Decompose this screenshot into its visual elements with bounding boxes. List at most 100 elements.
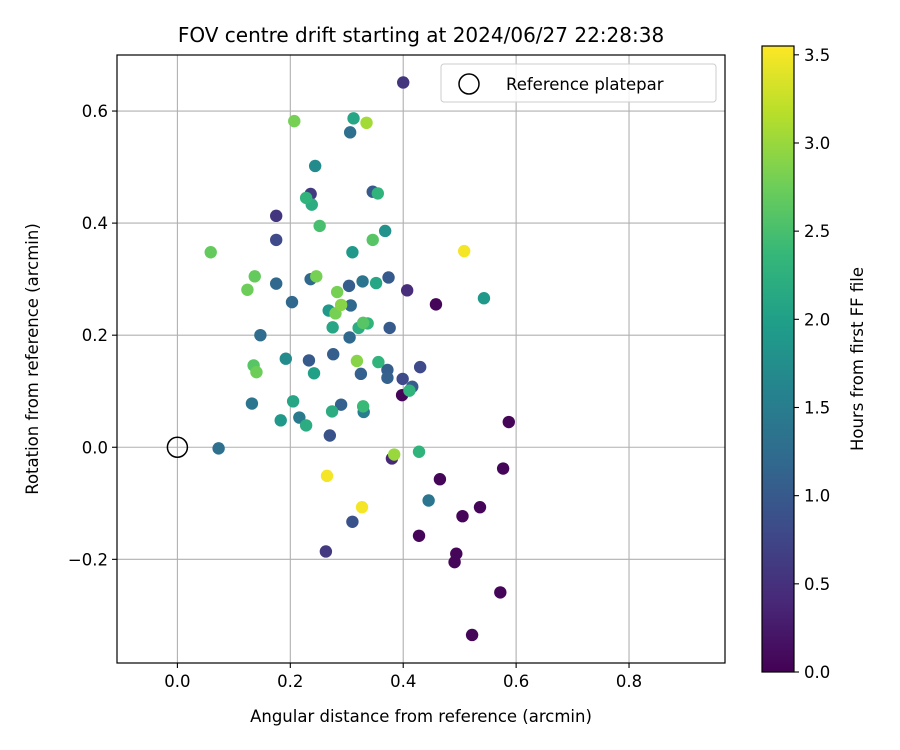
data-point (496, 462, 510, 475)
data-point (429, 298, 443, 311)
y-tick-label: −0.2 (68, 550, 108, 569)
data-point (212, 442, 225, 455)
colorbar-tick-label: 0.0 (804, 663, 830, 682)
data-point (250, 365, 263, 379)
data-point (457, 244, 471, 258)
colorbar-tick-label: 3.5 (804, 46, 830, 65)
data-point (285, 295, 299, 309)
colorbar-tick-label: 3.0 (804, 134, 830, 153)
data-point (473, 501, 487, 514)
data-point (279, 352, 292, 365)
data-point (403, 384, 416, 397)
data-point (288, 114, 301, 128)
plot-frame (116, 54, 726, 664)
data-point (356, 400, 370, 413)
data-point (310, 270, 323, 283)
data-point (327, 348, 340, 361)
legend-label: Reference platepar (506, 75, 664, 94)
x-tick-label: 0.2 (277, 672, 303, 691)
data-point (320, 469, 334, 483)
data-point (308, 159, 322, 173)
y-axis-ticks: −0.2 0.0 0.2 0.4 0.6 (68, 102, 117, 569)
colorbar-ticks: 0.0 0.5 1.0 1.5 2.0 2.5 3.0 3.5 (794, 46, 830, 682)
data-point (319, 545, 333, 558)
y-tick-label: 0.2 (82, 326, 108, 345)
data-point (269, 209, 283, 223)
data-point (330, 285, 344, 299)
data-point (350, 354, 364, 368)
x-axis-ticks: 0.0 0.2 0.4 0.6 0.8 (164, 663, 642, 691)
colorbar-tick-label: 2.5 (804, 222, 830, 241)
x-tick-label: 0.4 (390, 672, 416, 691)
data-point (343, 126, 357, 139)
data-point (355, 501, 369, 514)
data-point (465, 628, 479, 642)
legend-box (440, 63, 717, 103)
data-point (286, 395, 300, 408)
data-point (396, 372, 409, 386)
data-point (325, 405, 339, 418)
x-tick-label: 0.8 (616, 672, 642, 691)
data-point (326, 321, 339, 334)
data-point (269, 277, 283, 290)
data-point (383, 321, 396, 335)
colorbar-tick-label: 1.5 (804, 398, 830, 417)
data-point (400, 284, 414, 297)
data-point (412, 445, 426, 458)
data-point (346, 246, 359, 259)
data-point (448, 555, 461, 569)
data-point (433, 472, 447, 486)
data-point (360, 116, 373, 130)
colorbar-tick-label: 2.0 (804, 310, 830, 329)
data-point (248, 270, 261, 283)
data-point (299, 191, 313, 205)
data-points (204, 76, 515, 642)
x-tick-label: 0.6 (503, 672, 529, 691)
colorbar-tick-label: 1.0 (804, 487, 830, 506)
data-point (245, 397, 259, 410)
x-axis-label: Angular distance from reference (arcmin) (250, 707, 592, 726)
y-tick-label: 0.6 (82, 102, 108, 121)
data-point (344, 299, 357, 312)
y-axis-label: Rotation from reference (arcmin) (23, 223, 42, 495)
legend-open-circle-marker (458, 73, 480, 95)
data-point (347, 112, 360, 125)
data-point (378, 224, 392, 238)
data-point (494, 586, 507, 599)
data-point (397, 76, 410, 89)
data-point (334, 298, 348, 312)
data-point (334, 398, 348, 411)
data-point (346, 515, 359, 528)
data-point (274, 414, 287, 427)
data-point (366, 233, 379, 247)
data-point (381, 371, 394, 384)
data-point (356, 275, 369, 288)
data-point (313, 219, 326, 233)
data-point (343, 331, 356, 344)
data-point (254, 328, 267, 342)
data-point (456, 509, 469, 523)
x-tick-label: 0.0 (164, 672, 190, 691)
data-point (241, 283, 254, 296)
reference-platepar-marker (166, 436, 189, 459)
data-point (307, 367, 321, 380)
data-point (354, 367, 368, 381)
y-tick-label: 0.0 (82, 438, 108, 457)
data-point (342, 279, 356, 293)
data-point (369, 276, 383, 290)
data-point (371, 187, 385, 200)
data-point (269, 233, 283, 247)
colorbar-label: Hours from first FF file (848, 267, 867, 451)
grid-lines (117, 55, 725, 663)
colorbar (761, 45, 795, 673)
data-point (372, 355, 385, 369)
data-point (382, 271, 395, 284)
data-point (412, 529, 426, 542)
data-point (387, 448, 401, 461)
data-point (477, 292, 491, 305)
data-point (204, 246, 217, 259)
chart-title: FOV centre drift starting at 2024/06/27 … (178, 23, 664, 47)
data-point (299, 419, 313, 432)
data-point (502, 415, 515, 429)
data-point (356, 316, 370, 330)
